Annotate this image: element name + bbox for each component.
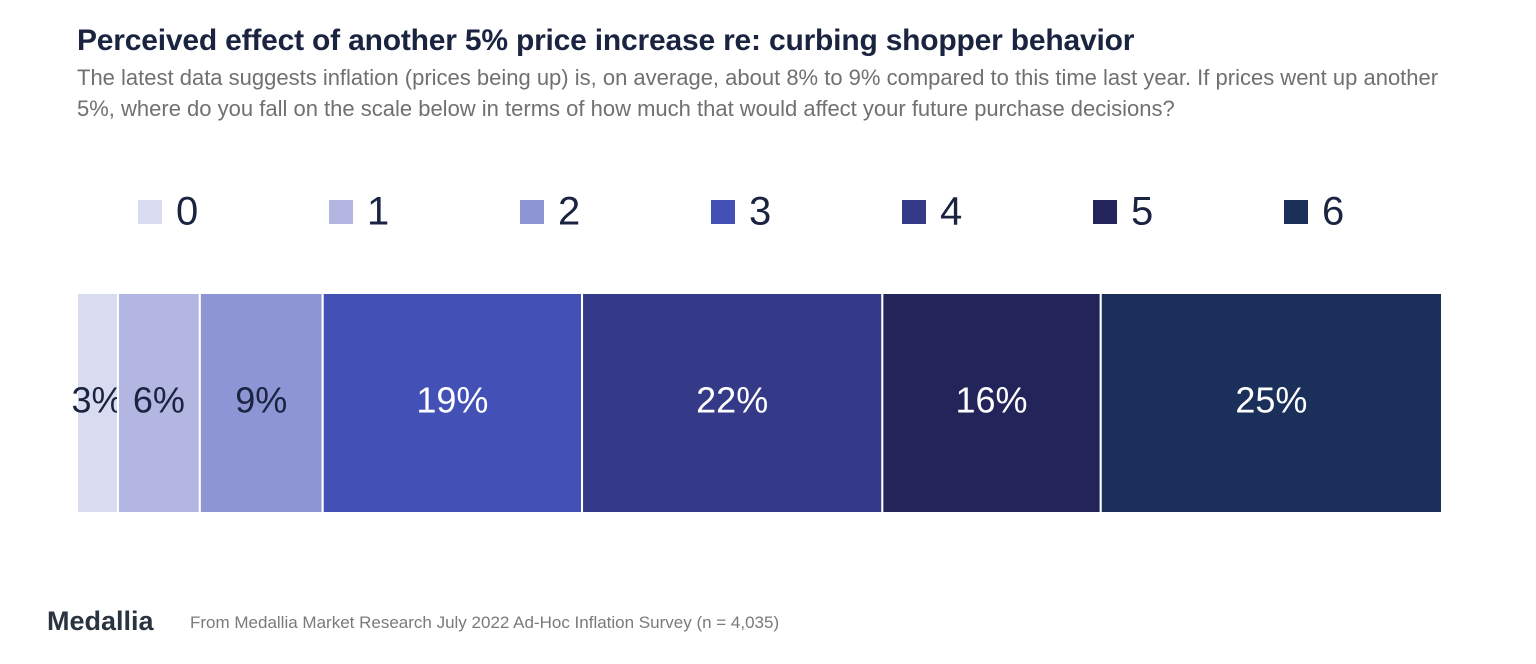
bar-segment	[581, 292, 884, 514]
legend-swatch	[711, 200, 735, 224]
data-label: 19%	[416, 380, 488, 421]
legend-swatch	[138, 200, 162, 224]
data-label: 3%	[71, 380, 123, 421]
legend-swatch	[329, 200, 353, 224]
bar-segment	[1099, 292, 1443, 514]
legend-label: 4	[940, 190, 962, 234]
bar-segment	[198, 292, 324, 514]
legend-label: 6	[1322, 190, 1344, 234]
chart-title: Perceived effect of another 5% price inc…	[77, 24, 1135, 57]
legend-label: 0	[176, 190, 198, 234]
bar-segment	[76, 292, 119, 514]
source-note: From Medallia Market Research July 2022 …	[190, 613, 780, 632]
bar-segment	[116, 292, 201, 514]
legend-label: 3	[749, 190, 771, 234]
chart: 0 1 2 3 4 5 6 3% 6% 9% 19% 22% 16% 25%	[71, 190, 1443, 514]
legend-swatch	[1093, 200, 1117, 224]
bar-segment	[321, 292, 584, 514]
data-label: 6%	[133, 380, 185, 421]
legend-label: 1	[367, 190, 389, 234]
legend-swatch	[1284, 200, 1308, 224]
data-label: 9%	[235, 380, 287, 421]
data-label: 25%	[1235, 380, 1307, 421]
legend-swatch	[520, 200, 544, 224]
legend-label: 5	[1131, 190, 1153, 234]
chart-subtitle: The latest data suggests inflation (pric…	[77, 65, 1439, 121]
bar-segment	[881, 292, 1102, 514]
legend-label: 2	[558, 190, 580, 234]
data-label: 16%	[956, 380, 1028, 421]
legend-swatch	[902, 200, 926, 224]
logo: Medallia	[47, 606, 154, 636]
data-label: 22%	[696, 380, 768, 421]
